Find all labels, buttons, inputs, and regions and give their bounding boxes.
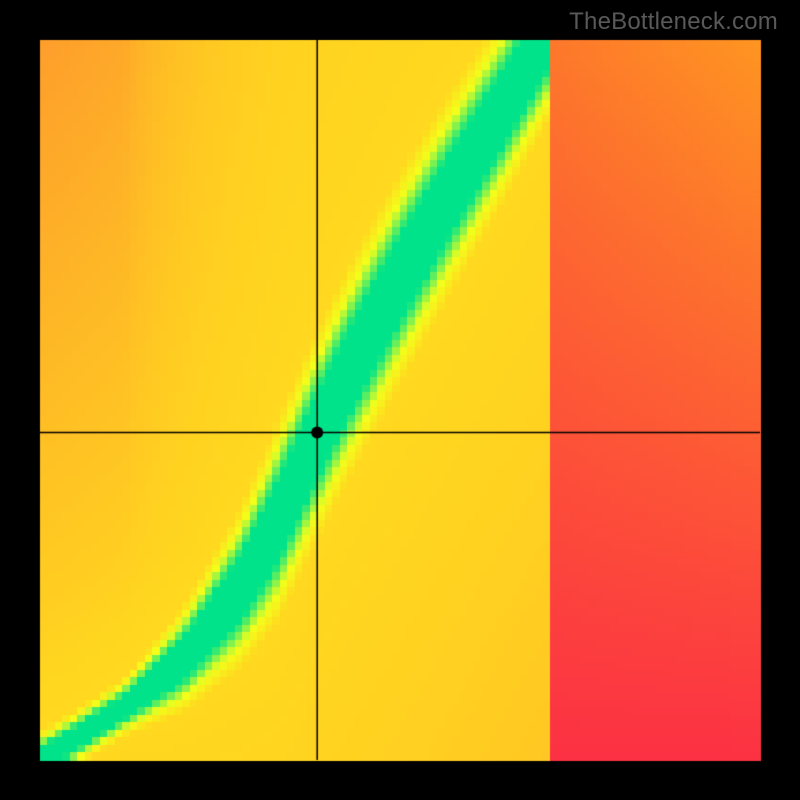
chart-container: { "canvas": { "width": 800, "height": 80… [0, 0, 800, 800]
watermark-text: TheBottleneck.com [569, 8, 778, 36]
bottleneck-heatmap [0, 0, 800, 800]
